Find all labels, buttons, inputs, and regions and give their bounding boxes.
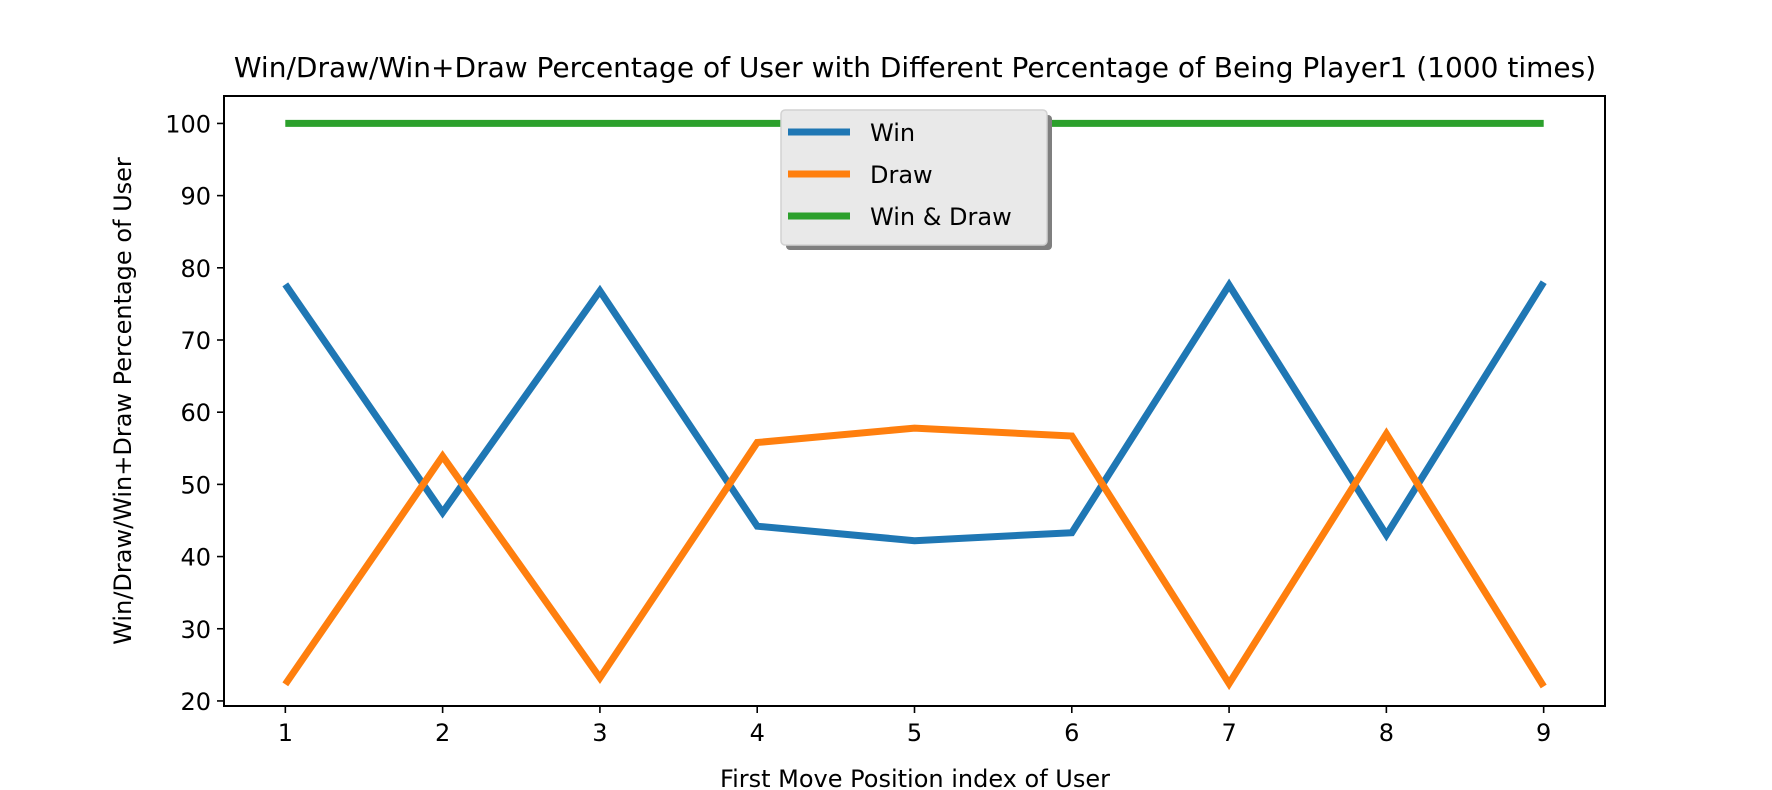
y-axis-label: Win/Draw/Win+Draw Percentage of User	[109, 157, 137, 645]
y-tick-label: 90	[180, 183, 211, 211]
x-tick-label: 1	[278, 719, 293, 747]
y-tick-label: 80	[180, 255, 211, 283]
series-line-win	[282, 278, 1547, 545]
y-tick-label: 70	[180, 327, 211, 355]
x-tick-label: 4	[750, 719, 765, 747]
x-tick-label: 7	[1221, 719, 1236, 747]
legend-label-win-draw: Win & Draw	[870, 203, 1012, 231]
x-axis-label: First Move Position index of User	[720, 765, 1110, 790]
y-tick-label: 50	[180, 471, 211, 499]
legend-items: Win Draw Win & Draw	[788, 119, 1012, 231]
x-tick-label: 9	[1536, 719, 1551, 747]
y-tick-label: 100	[165, 110, 211, 138]
x-tick-label: 8	[1379, 719, 1394, 747]
x-tick-label: 3	[592, 719, 607, 747]
chart-title: Win/Draw/Win+Draw Percentage of User wit…	[234, 51, 1596, 84]
legend: Win Draw Win & Draw	[780, 109, 1052, 250]
legend-label-win: Win	[870, 119, 915, 147]
x-tick-label: 6	[1064, 719, 1079, 747]
y-tick-label: 40	[180, 544, 211, 572]
x-axis-ticks: 1 2 3 4 5 6 7 8 9	[278, 706, 1551, 747]
y-tick-label: 20	[180, 688, 211, 716]
y-tick-label: 30	[180, 616, 211, 644]
series-line-draw	[282, 424, 1547, 691]
legend-box	[780, 109, 1048, 246]
x-tick-label: 2	[435, 719, 450, 747]
y-axis-ticks: 20 30 40 50 60 70 80 90 100	[165, 110, 224, 716]
legend-label-draw: Draw	[870, 161, 933, 189]
x-tick-label: 5	[907, 719, 922, 747]
y-tick-label: 60	[180, 399, 211, 427]
